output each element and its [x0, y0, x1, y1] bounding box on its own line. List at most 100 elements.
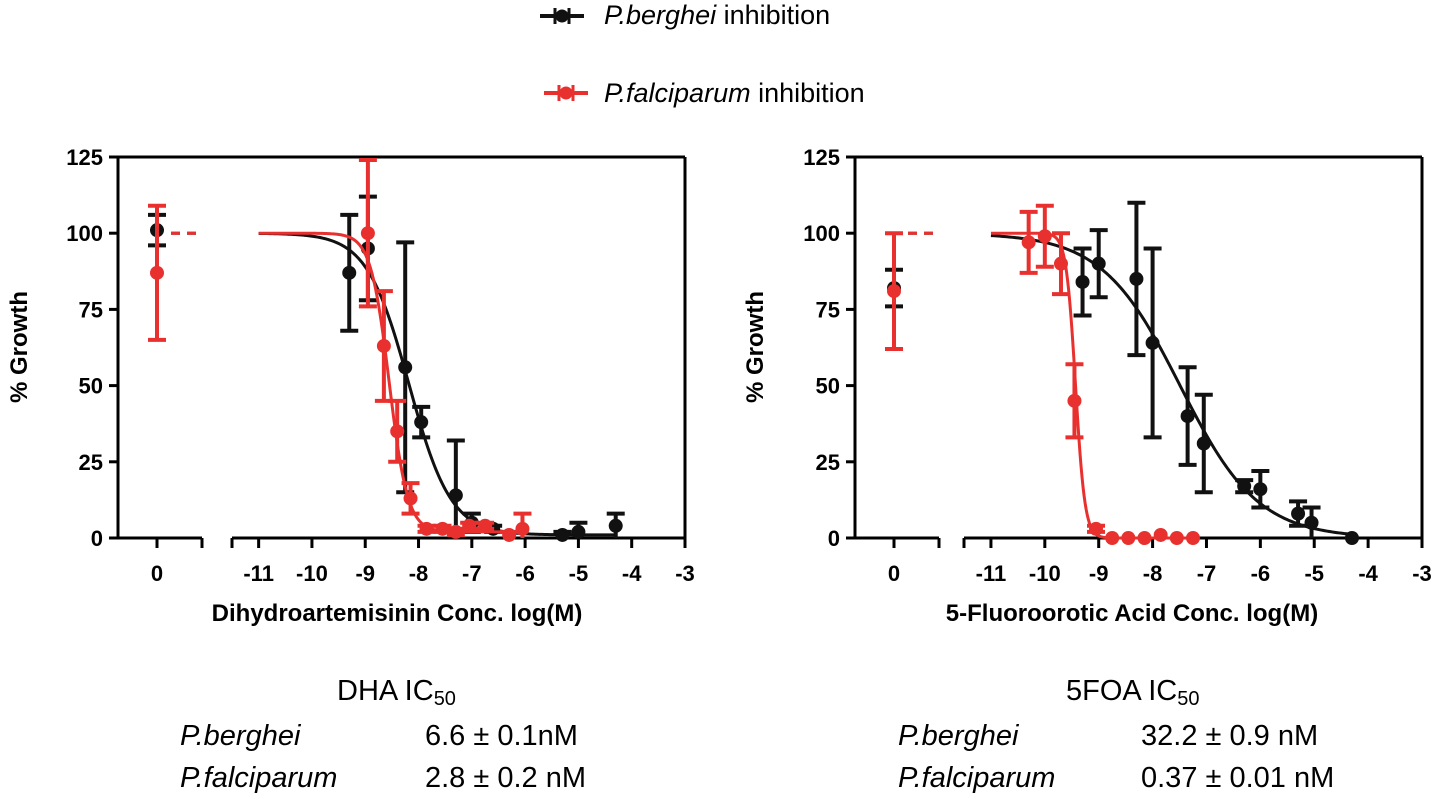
- series-p-falciparum: [148, 158, 532, 542]
- data-point: [1291, 506, 1306, 521]
- legend-suffix: inhibition: [750, 78, 865, 108]
- ic50-title-text: DHA IC: [337, 675, 434, 707]
- y-tick-label: 25: [79, 450, 103, 475]
- legend-species: P.berghei: [604, 0, 717, 30]
- x-tick-label: -6: [515, 561, 535, 586]
- x-tick-label: -3: [1412, 561, 1432, 586]
- ic50-species: P.falciparum: [898, 762, 1056, 794]
- x-tick-label: -7: [1197, 561, 1217, 586]
- x-tick-label: -5: [569, 561, 589, 586]
- y-tick-label: 75: [79, 297, 103, 322]
- ic50-title: DHA IC50: [337, 673, 456, 717]
- x-tick-label: -10: [1029, 561, 1061, 586]
- data-point: [1344, 531, 1359, 545]
- data-point: [1145, 335, 1160, 350]
- legend-suffix: inhibition: [716, 0, 831, 30]
- legend-item-berghei: P.berghei inhibition: [604, 0, 830, 30]
- data-point: [360, 226, 375, 241]
- legend: P.berghei inhibition P.falciparum inhibi…: [0, 0, 1444, 125]
- data-point: [1075, 274, 1090, 289]
- data-point: [555, 527, 570, 542]
- y-tick-label: 100: [66, 221, 103, 246]
- data-point: [1153, 527, 1168, 542]
- data-point: [1105, 531, 1120, 545]
- data-point: [419, 521, 434, 536]
- data-point: [390, 424, 405, 439]
- y-tick-label: 75: [816, 297, 840, 322]
- data-point: [1304, 515, 1319, 530]
- ic50-species: P.falciparum: [180, 762, 338, 794]
- chart-2: 0 25 50 75 100 125 0 -11 -10 -9 -8 -7 -6 -5 -4 -3 5-Fluo…: [742, 145, 1432, 627]
- x-axis-label: Dihydroartemisinin Conc. log(M): [212, 600, 583, 627]
- x-tick-label: -11: [976, 561, 1007, 586]
- ic50-dha: DHA IC50 P.berghei 6.6 ± 0.1nM P.falcipa…: [180, 673, 640, 798]
- data-point: [448, 488, 463, 503]
- y-tick-label: 50: [816, 374, 840, 399]
- data-point: [435, 521, 450, 536]
- data-point: [1137, 531, 1152, 545]
- data-point: [571, 524, 586, 539]
- y-tick-label: 0: [91, 526, 103, 551]
- x-tick-label: -10: [296, 561, 328, 586]
- fit-curve: [258, 231, 616, 537]
- x-tick-label: 0: [151, 561, 163, 586]
- y-tick-label: 0: [828, 526, 840, 551]
- data-point: [1169, 531, 1184, 545]
- chart-1: 0 25 50 75 100 125 0 -11 -10 -9 -8 -7 -6 -5 -4 -3 Dihydr…: [6, 145, 695, 627]
- x-tick-label: -4: [622, 561, 642, 586]
- legend-item-falciparum: P.falciparum inhibition: [604, 78, 865, 108]
- data-point: [478, 518, 493, 533]
- series-p-berghei: [885, 200, 1359, 545]
- x-tick-label: -4: [1358, 561, 1378, 586]
- legend-species: P.falciparum: [604, 78, 751, 108]
- data-point: [1237, 479, 1252, 494]
- fit-curve: [258, 231, 526, 534]
- data-point: [398, 360, 413, 375]
- x-tick-label: -9: [355, 561, 375, 586]
- ic50-species: P.berghei: [898, 720, 1019, 752]
- ic50-value: 0.37 ± 0.01 nM: [1141, 762, 1335, 794]
- y-axis-label: % Growth: [742, 291, 769, 403]
- data-point: [1053, 256, 1068, 271]
- data-point: [448, 524, 463, 539]
- data-point: [342, 265, 357, 280]
- y-tick-label: 125: [66, 145, 103, 170]
- x-tick-label: -8: [409, 561, 429, 586]
- y-tick-label: 125: [803, 145, 840, 170]
- x-tick-label: -6: [1251, 561, 1271, 586]
- ic50-value: 2.8 ± 0.2 nM: [425, 762, 587, 794]
- dose-response-charts: 0 25 50 75 100 125 0 -11 -10 -9 -8 -7 -6 -5 -4 -3 Dihydr…: [6, 145, 1432, 627]
- data-point: [515, 521, 530, 536]
- data-point: [1021, 235, 1036, 250]
- x-tick-label: -8: [1143, 561, 1163, 586]
- data-point: [1037, 229, 1052, 244]
- x-tick-label: -5: [1304, 561, 1324, 586]
- data-point: [1129, 271, 1144, 286]
- data-point: [462, 518, 477, 533]
- data-point: [403, 491, 418, 506]
- ic50-title-text: 5FOA IC: [1066, 675, 1178, 707]
- data-point: [414, 415, 429, 430]
- data-point: [502, 527, 517, 542]
- ic50-title: 5FOA IC50: [1066, 673, 1199, 717]
- y-tick-label: 25: [816, 450, 840, 475]
- y-axis-label: % Growth: [6, 291, 33, 403]
- data-point: [1067, 393, 1082, 408]
- data-point: [1091, 256, 1106, 271]
- data-point: [376, 338, 391, 353]
- ic50-species: P.berghei: [180, 720, 301, 752]
- data-point: [608, 518, 623, 533]
- y-tick-label: 50: [79, 374, 103, 399]
- data-point: [1186, 531, 1200, 545]
- ic50-title-sub: 50: [1177, 688, 1200, 710]
- legend-symbol-falciparum: [544, 85, 588, 101]
- data-point: [1253, 482, 1268, 497]
- series-p-falciparum: [885, 203, 1200, 545]
- ic50-title-sub: 50: [433, 688, 456, 710]
- fit-curve: [990, 231, 1196, 540]
- ic50-value: 32.2 ± 0.9 nM: [1141, 720, 1319, 752]
- y-tick-label: 100: [803, 221, 840, 246]
- fit-curve: [990, 234, 1353, 536]
- x-tick-label: -9: [1089, 561, 1109, 586]
- x-tick-label: -11: [243, 561, 274, 586]
